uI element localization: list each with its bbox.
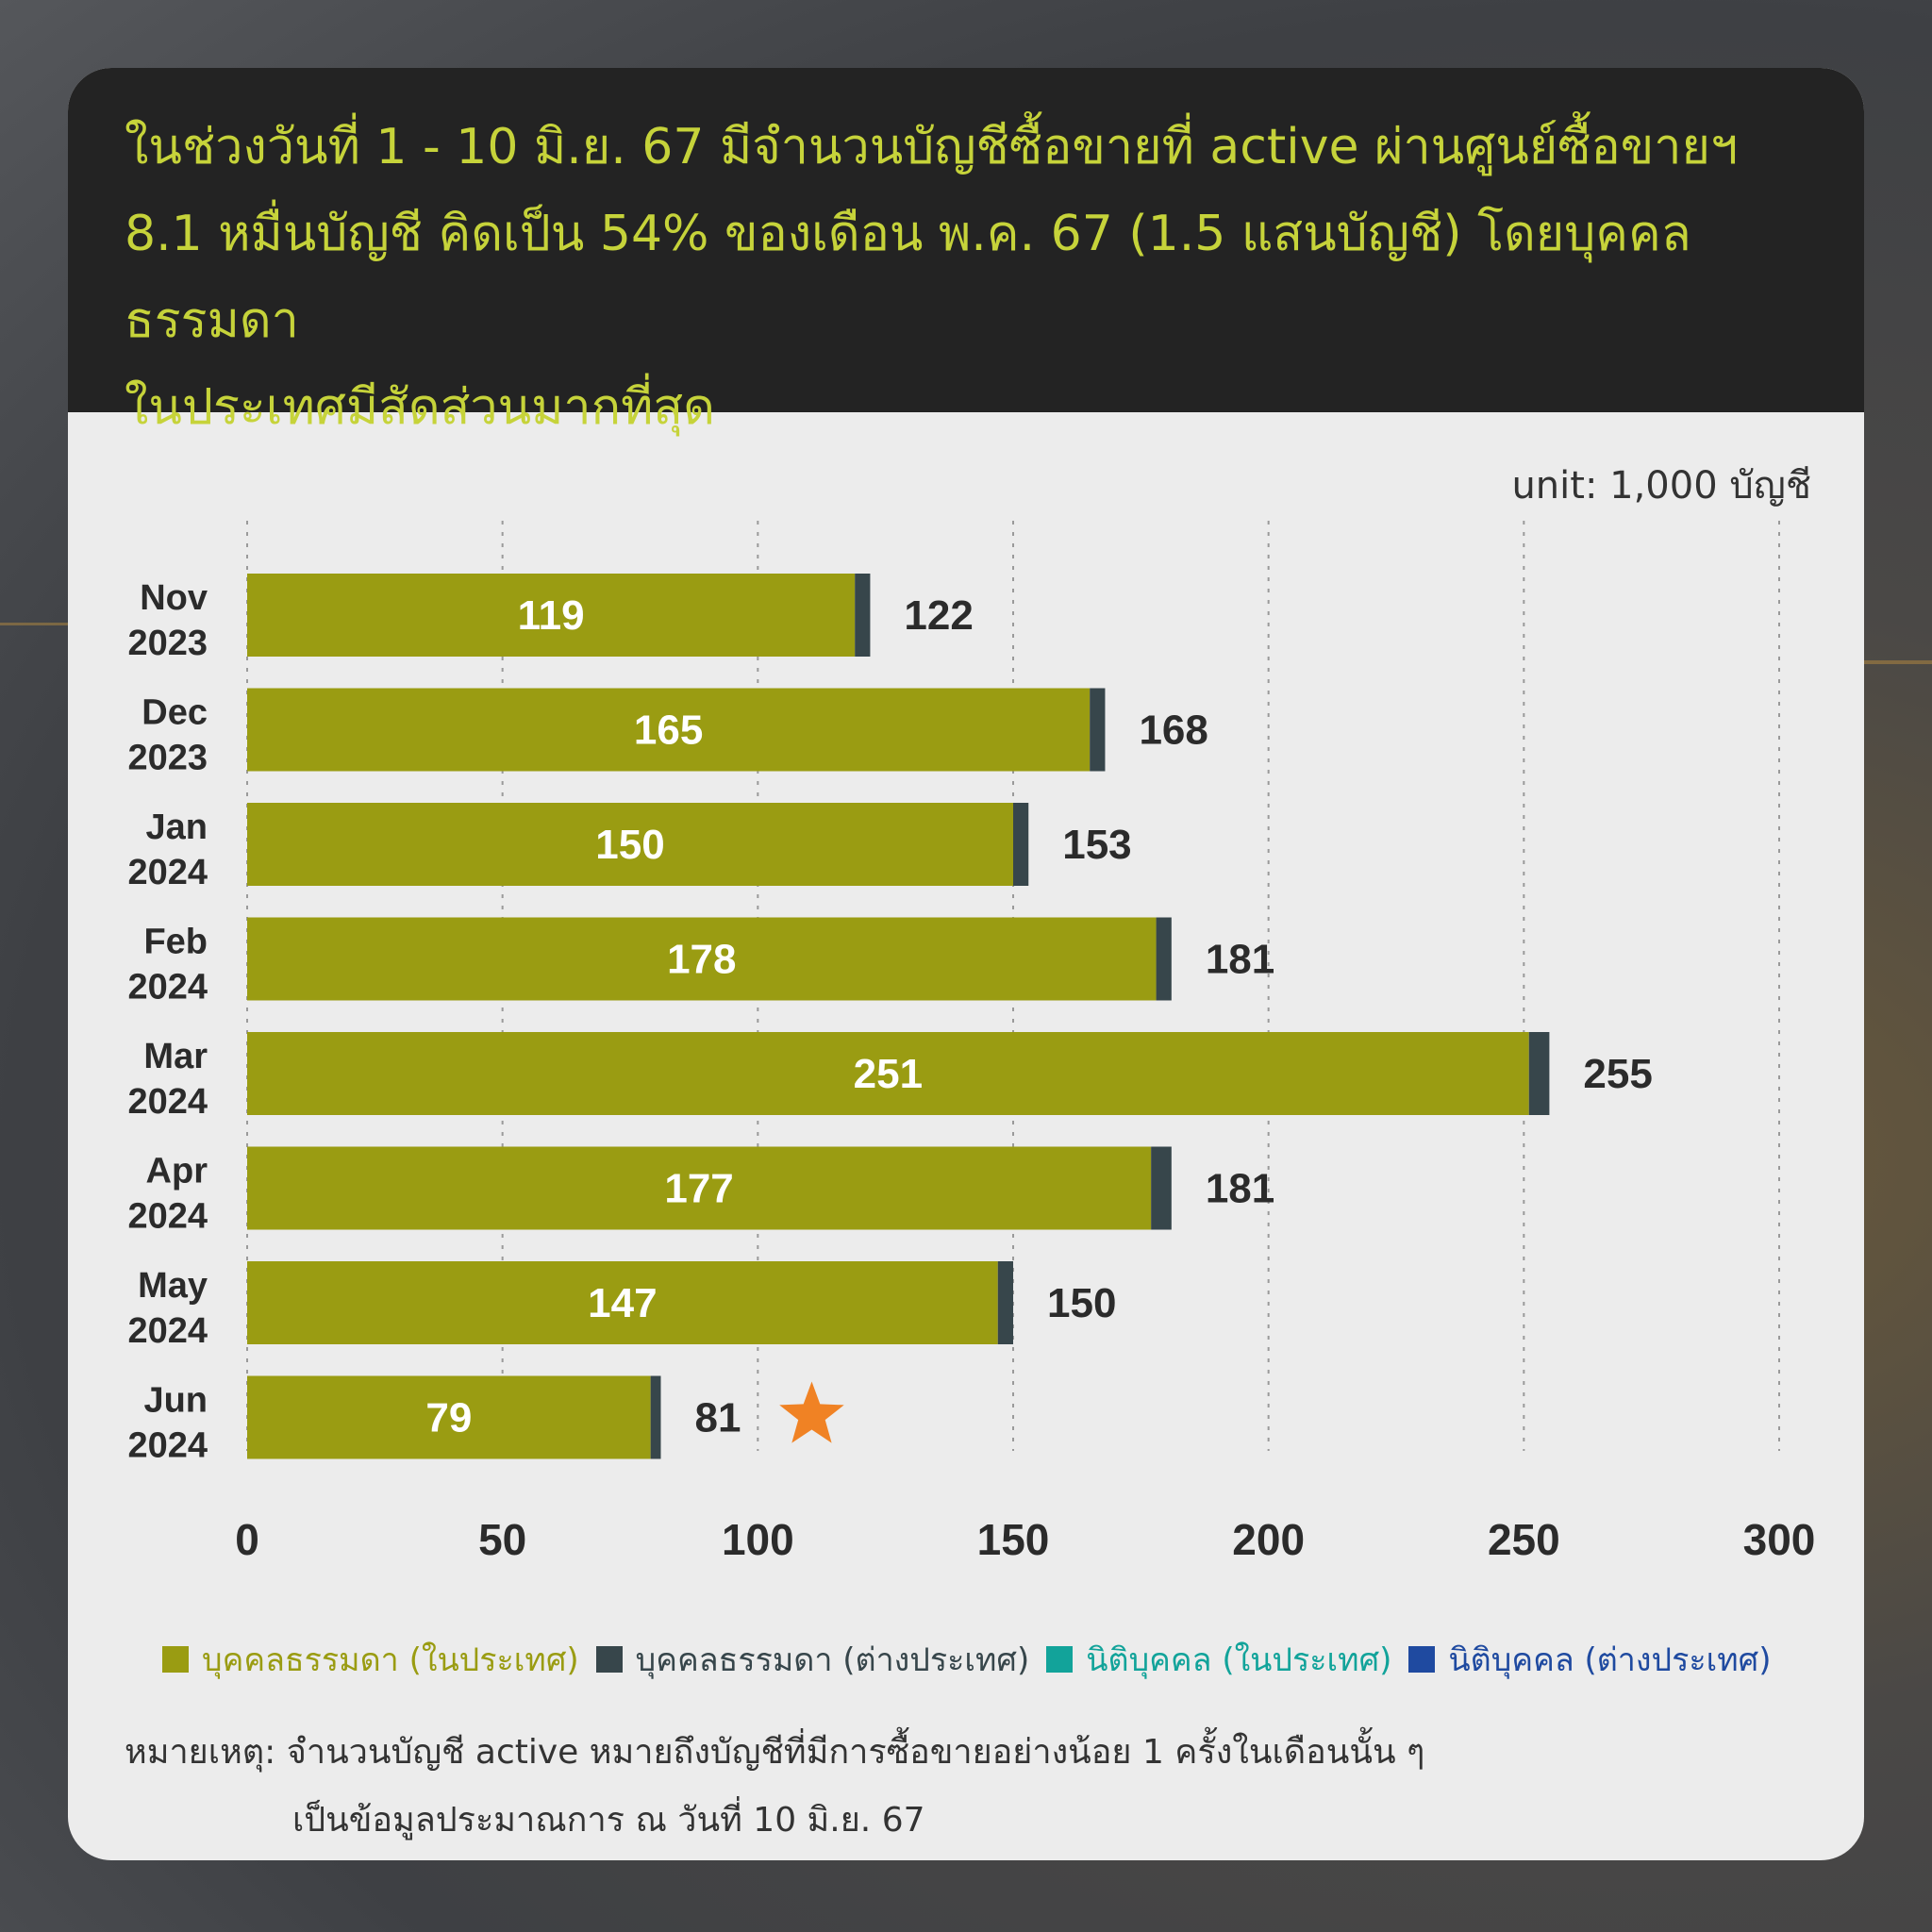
headline-line-1: ในช่วงวันที่ 1 - 10 มิ.ย. 67 มีจำนวนบัญช… [125, 119, 1739, 175]
legend-swatch [1408, 1646, 1436, 1673]
bar-segment [247, 1146, 1152, 1230]
bar-segment [997, 1261, 1013, 1344]
bar-total-label: 150 [1047, 1280, 1116, 1326]
legend-item-foreign-individual: บุคคลธรรมดา (ต่างประเทศ) [595, 1634, 1030, 1685]
background-decoration [0, 623, 68, 625]
bar-segment [1528, 1032, 1550, 1115]
y-category-year: 2023 [127, 624, 208, 663]
legend-swatch [595, 1646, 623, 1673]
x-tick-label: 150 [977, 1515, 1050, 1564]
x-tick-label: 300 [1743, 1515, 1816, 1564]
y-category-year: 2024 [127, 1197, 208, 1237]
bar-segment [247, 688, 1091, 772]
y-category-year: 2024 [127, 1082, 208, 1122]
x-tick-label: 50 [478, 1515, 526, 1564]
legend-label: บุคคลธรรมดา (ในประเทศ) [202, 1641, 579, 1679]
y-category-year: 2024 [127, 1311, 208, 1351]
y-category-month: Mar [143, 1037, 208, 1076]
bar-value-label: 147 [588, 1280, 657, 1326]
y-category-month: Jun [143, 1381, 208, 1421]
bar-segment [650, 1375, 661, 1459]
bar-segment [247, 1375, 651, 1459]
x-tick-label: 0 [235, 1515, 259, 1564]
footnote: หมายเหตุ: จำนวนบัญชี active หมายถึงบัญชี… [125, 1719, 1424, 1855]
bar-value-label: 79 [425, 1395, 472, 1441]
x-tick-label: 250 [1488, 1515, 1560, 1564]
y-category-month: Jan [146, 808, 208, 847]
footnote-prefix: หมายเหตุ: [125, 1733, 276, 1772]
y-category-year: 2023 [127, 739, 208, 778]
headline-line-3: ในประเทศมีสัดส่วนมากที่สุด [125, 379, 715, 436]
bar-total-label: 168 [1139, 708, 1208, 754]
bar-segment [1013, 803, 1029, 886]
bar-total-label: 255 [1583, 1051, 1652, 1097]
y-category-year: 2024 [127, 968, 208, 1008]
bar-value-label: 119 [518, 592, 585, 639]
bar-segment [247, 1261, 998, 1344]
bar-total-label: 181 [1206, 1166, 1274, 1212]
y-category-year: 2024 [127, 1426, 208, 1466]
legend-label: บุคคลธรรมดา (ต่างประเทศ) [635, 1641, 1030, 1679]
bar-total-label: 81 [694, 1395, 741, 1441]
chart-legend: บุคคลธรรมดา (ในประเทศ) บุคคลธรรมดา (ต่าง… [162, 1634, 1841, 1685]
footnote-line-2: เป็นข้อมูลประมาณการ ณ วันที่ 10 มิ.ย. 67 [292, 1801, 925, 1840]
legend-label: นิติบุคคล (ต่างประเทศ) [1448, 1641, 1772, 1679]
legend-item-domestic-juristic: นิติบุคคล (ในประเทศ) [1046, 1634, 1391, 1685]
y-category-month: Nov [140, 578, 208, 618]
labels: 0 50 100 150 200 250 300 119 122 Nov 2023 165 168 Dec… [127, 578, 1815, 1564]
bar-segment [247, 574, 856, 657]
y-category-month: Feb [143, 923, 208, 962]
y-category-month: Dec [142, 693, 208, 733]
bars [247, 574, 1550, 1459]
legend-item-domestic-individual: บุคคลธรรมดา (ในประเทศ) [162, 1634, 579, 1685]
bar-value-label: 177 [664, 1166, 733, 1212]
footnote-line-1: จำนวนบัญชี active หมายถึงบัญชีที่มีการซื… [286, 1733, 1425, 1772]
highlight-star-icon [779, 1381, 844, 1443]
y-category-year: 2024 [127, 853, 208, 892]
bar-total-label: 153 [1062, 822, 1131, 868]
bar-segment [1156, 917, 1172, 1001]
bar-total-label: 181 [1206, 937, 1274, 983]
bar-value-label: 150 [595, 822, 664, 868]
x-tick-label: 200 [1232, 1515, 1305, 1564]
infographic-card: ในช่วงวันที่ 1 - 10 มิ.ย. 67 มีจำนวนบัญช… [68, 68, 1864, 1860]
bar-value-label: 251 [854, 1051, 923, 1097]
headline-line-2: 8.1 หมื่นบัญชี คิดเป็น 54% ของเดือน พ.ค.… [125, 206, 1691, 349]
bar-segment [247, 1032, 1529, 1115]
bar-total-label: 122 [904, 592, 973, 639]
header-banner: ในช่วงวันที่ 1 - 10 มิ.ย. 67 มีจำนวนบัญช… [68, 68, 1864, 436]
bar-segment [1090, 688, 1106, 772]
bar-value-label: 178 [667, 937, 736, 983]
bar-segment [1151, 1146, 1172, 1230]
background-decoration [1864, 660, 1932, 664]
bar-segment [247, 917, 1157, 1001]
legend-item-foreign-juristic: นิติบุคคล (ต่างประเทศ) [1408, 1634, 1771, 1685]
bar-chart: 0 50 100 150 200 250 300 119 122 Nov 2023 165 168 Dec… [127, 521, 1815, 1564]
legend-swatch [1046, 1646, 1074, 1673]
legend-label: นิติบุคคล (ในประเทศ) [1086, 1641, 1392, 1679]
bar-segment [247, 803, 1013, 886]
unit-label: unit: 1,000 บัญชี [1511, 464, 1811, 508]
y-category-month: May [138, 1266, 208, 1306]
legend-swatch [162, 1646, 189, 1673]
x-tick-label: 100 [722, 1515, 794, 1564]
bar-segment [855, 574, 871, 657]
bar-value-label: 165 [634, 708, 703, 754]
y-category-month: Apr [146, 1152, 208, 1191]
